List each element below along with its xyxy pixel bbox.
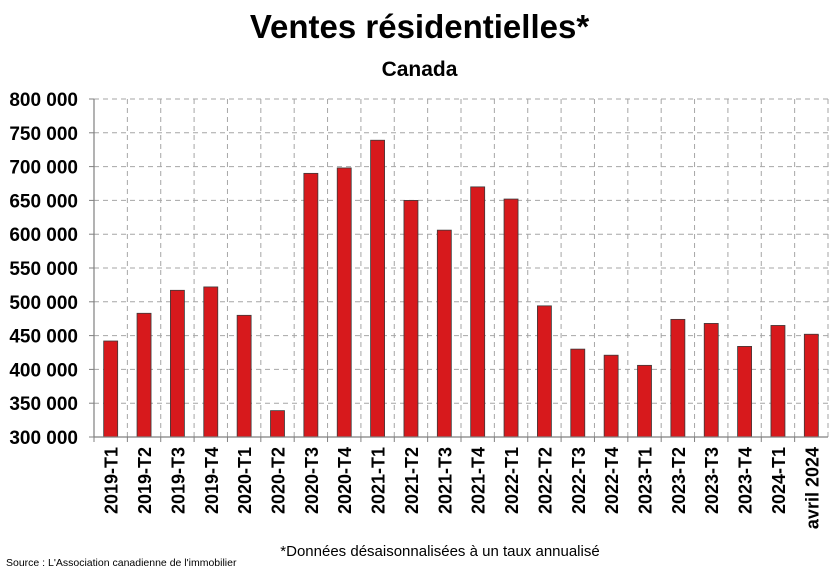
- footnote: *Données désaisonnalisées à un taux annu…: [280, 543, 600, 560]
- x-tick-label: 2019-T4: [202, 447, 222, 514]
- x-tick-label: 2021-T2: [402, 447, 422, 514]
- bar: [770, 325, 786, 438]
- bar: [136, 312, 152, 438]
- bar: [236, 314, 252, 438]
- chart-subtitle: Canada: [381, 58, 458, 81]
- y-tick-label: 650 000: [9, 191, 78, 212]
- y-tick-labels: 300 000 350 000 400 000 450 000 500 000 550 0…: [9, 90, 78, 449]
- x-tick-label: 2020-T2: [269, 447, 289, 514]
- y-tick-label: 550 000: [9, 259, 78, 280]
- bar: [336, 167, 352, 438]
- x-tick-label: 2020-T1: [235, 447, 255, 514]
- x-tick-label: 2019-T2: [135, 447, 155, 514]
- bar: [170, 289, 185, 438]
- bar: [603, 354, 619, 438]
- x-tick-label: 2022-T3: [569, 447, 589, 514]
- x-tick-labels: 2019-T1 2019-T2 2019-T3 2019-T4 2020-T1 2020-…: [102, 447, 823, 529]
- bar: [403, 199, 419, 438]
- bar: [670, 318, 686, 438]
- y-tick-label: 750 000: [9, 124, 78, 145]
- x-tick-label: 2019-T1: [102, 447, 122, 514]
- bar: [436, 229, 452, 438]
- bar: [703, 323, 719, 438]
- source-note: Source : L'Association canadienne de l'i…: [6, 557, 237, 569]
- bar: [470, 186, 486, 438]
- bar: [203, 286, 219, 438]
- x-tick-label: 2023-T1: [636, 447, 656, 514]
- bar: [637, 364, 652, 438]
- x-tick-label: 2022-T2: [535, 447, 555, 514]
- y-tick-label: 300 000: [9, 428, 78, 449]
- bar: [103, 340, 119, 438]
- bar: [570, 348, 586, 438]
- x-tick-label: 2023-T3: [702, 447, 722, 514]
- x-tick-label: 2022-T1: [502, 447, 522, 514]
- y-tick-label: 350 000: [9, 394, 78, 415]
- x-tick-label: 2019-T3: [168, 447, 188, 514]
- bar: [270, 410, 285, 438]
- x-tick-label: 2020-T3: [302, 447, 322, 514]
- bar: [503, 198, 519, 438]
- x-tick-label: 2021-T1: [369, 447, 389, 514]
- y-tick-label: 600 000: [9, 225, 78, 246]
- x-tick-label: 2021-T4: [469, 447, 489, 514]
- bar: [370, 139, 385, 438]
- bar: [303, 172, 319, 438]
- y-tick-label: 800 000: [9, 90, 78, 111]
- bar: [537, 305, 552, 438]
- y-tick-label: 500 000: [9, 293, 78, 314]
- x-tick-label: avril 2024: [802, 447, 822, 529]
- x-tick-label: 2022-T4: [602, 447, 622, 514]
- x-tick-label: 2024-T1: [769, 447, 789, 514]
- y-tick-label: 450 000: [9, 327, 78, 348]
- chart-title: Ventes résidentielles*: [249, 8, 590, 45]
- bars: [103, 139, 819, 438]
- x-tick-label: 2020-T4: [335, 447, 355, 514]
- y-tick-label: 400 000: [9, 360, 78, 381]
- bar: [803, 333, 819, 438]
- bar: [737, 346, 752, 438]
- x-tick-label: 2023-T4: [736, 447, 756, 514]
- y-tick-label: 700 000: [9, 158, 78, 179]
- x-tick-label: 2023-T2: [669, 447, 689, 514]
- axes: [89, 98, 828, 442]
- x-tick-label: 2021-T3: [435, 447, 455, 514]
- grid-lines: [94, 98, 829, 437]
